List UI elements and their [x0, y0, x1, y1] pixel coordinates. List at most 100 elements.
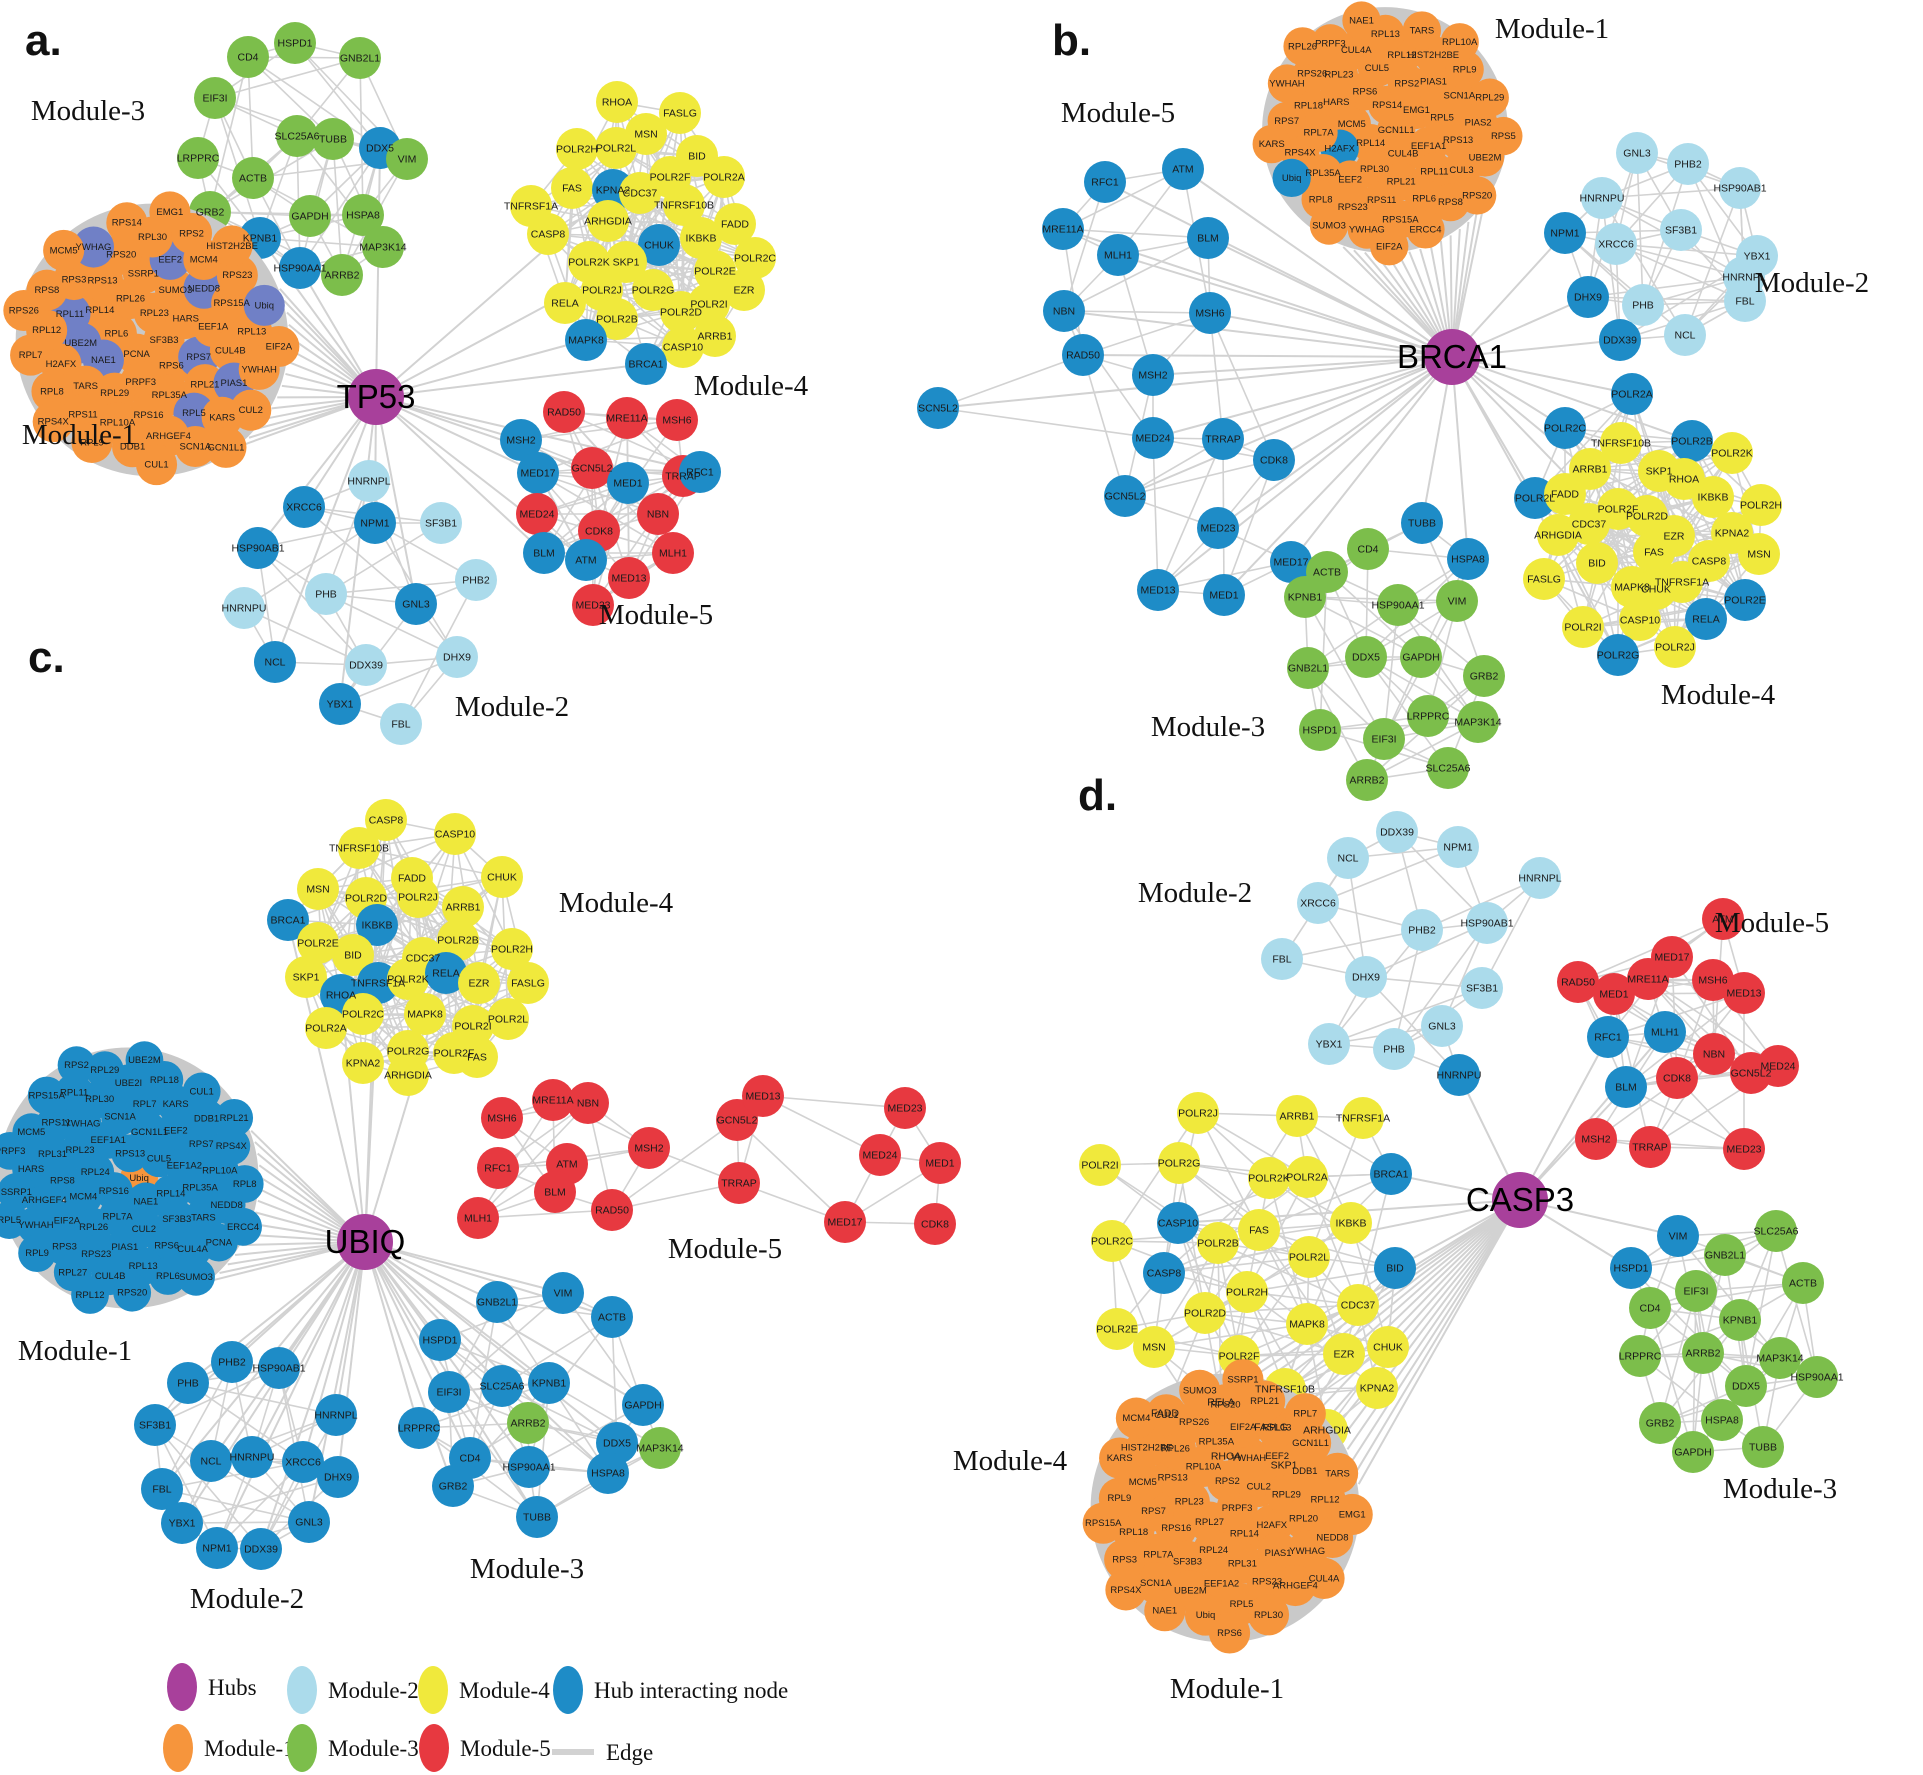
node-NCL[interactable]	[190, 1440, 232, 1482]
node-HSPA8[interactable]	[342, 194, 384, 236]
node-RPS20[interactable]	[113, 1273, 152, 1312]
node-RFC1[interactable]	[679, 451, 721, 493]
node-GAPDH[interactable]	[622, 1384, 664, 1426]
node-ARHGDIA[interactable]	[387, 1054, 429, 1096]
node-FBL[interactable]	[380, 703, 422, 745]
node-RELA[interactable]	[544, 282, 586, 324]
node-ERCC4[interactable]	[224, 1207, 262, 1246]
node-HSP90AA1[interactable]	[1377, 584, 1419, 626]
node-TRRAP[interactable]	[1202, 418, 1244, 460]
node-EZR[interactable]	[458, 962, 500, 1004]
hub-node-UBIQ[interactable]	[337, 1214, 393, 1270]
node-HSP90AA1[interactable]	[1796, 1356, 1838, 1398]
node-MSH2[interactable]	[500, 419, 542, 461]
node-YWHAH[interactable]	[1267, 64, 1307, 103]
node-RPL29[interactable]	[85, 1051, 124, 1089]
node-EZR[interactable]	[723, 269, 765, 311]
node-MAPK8[interactable]	[565, 319, 607, 361]
node-MAPK8[interactable]	[404, 993, 446, 1035]
node-HSPA8[interactable]	[1701, 1399, 1743, 1441]
node-BID[interactable]	[332, 934, 374, 976]
node-YBX1[interactable]	[161, 1502, 203, 1544]
node-IKBKB[interactable]	[356, 904, 398, 946]
node-MED23[interactable]	[1197, 507, 1239, 549]
node-TARS[interactable]	[1317, 1452, 1359, 1494]
node-CUL1[interactable]	[182, 1072, 221, 1111]
node-VIM[interactable]	[1436, 580, 1478, 622]
node-SLC25A6[interactable]	[481, 1365, 523, 1407]
node-KARS[interactable]	[1252, 124, 1291, 164]
node-DDX5[interactable]	[1345, 636, 1387, 678]
node-MED17[interactable]	[517, 452, 559, 494]
node-TUBB[interactable]	[1401, 502, 1443, 544]
node-ARHGDIA[interactable]	[587, 200, 629, 242]
node-EIF3I[interactable]	[194, 77, 236, 119]
node-GNL3[interactable]	[1616, 132, 1658, 174]
node-RPL6[interactable]	[149, 1257, 187, 1295]
node-YBX1[interactable]	[319, 683, 361, 725]
node-GCN1L1[interactable]	[205, 426, 247, 468]
node-KPNA2[interactable]	[342, 1042, 384, 1084]
node-PHB[interactable]	[167, 1362, 209, 1404]
node-RPL7[interactable]	[10, 334, 52, 376]
node-GNL3[interactable]	[395, 583, 437, 625]
node-PHB2[interactable]	[455, 559, 497, 601]
node-MED24[interactable]	[1757, 1045, 1799, 1087]
node-POLR2E[interactable]	[1096, 1308, 1138, 1350]
node-LRPPRC[interactable]	[1619, 1335, 1661, 1377]
node-TUBB[interactable]	[1742, 1426, 1784, 1468]
node-GRB2[interactable]	[432, 1465, 474, 1507]
node-DHX9[interactable]	[436, 636, 478, 678]
node-TRRAP[interactable]	[718, 1162, 760, 1204]
node-POLR2L[interactable]	[487, 998, 529, 1040]
node-RPL8[interactable]	[225, 1165, 264, 1203]
node-POLR2I[interactable]	[688, 283, 730, 325]
node-POLR2H[interactable]	[491, 928, 533, 970]
node-POLR2H[interactable]	[1740, 484, 1782, 526]
node-FADD[interactable]	[714, 203, 756, 245]
node-NCL[interactable]	[1664, 314, 1706, 356]
node-MSH2[interactable]	[1132, 354, 1174, 396]
node-NBN[interactable]	[1043, 290, 1085, 332]
node-RPL7[interactable]	[1284, 1393, 1326, 1435]
node-RPL10A[interactable]	[1440, 23, 1479, 62]
node-POLR2I[interactable]	[1562, 606, 1604, 648]
node-HNRNPL[interactable]	[1519, 857, 1561, 899]
node-NPM1[interactable]	[354, 502, 396, 544]
node-MSN[interactable]	[1133, 1326, 1175, 1368]
node-TARS[interactable]	[1402, 11, 1442, 50]
node-GNL3[interactable]	[1421, 1005, 1463, 1047]
node-EZR[interactable]	[1323, 1333, 1365, 1375]
node-EIF2A[interactable]	[1370, 227, 1409, 266]
node-TNFRSF10B[interactable]	[663, 184, 705, 226]
node-ARRB2[interactable]	[1346, 759, 1388, 801]
node-MED23[interactable]	[884, 1087, 926, 1129]
node-POLR2D[interactable]	[1184, 1292, 1226, 1334]
node-SF3B1[interactable]	[134, 1404, 176, 1446]
node-CDK8[interactable]	[914, 1203, 956, 1245]
node-MAP3K14[interactable]	[362, 226, 404, 268]
node-EIF2A[interactable]	[258, 325, 300, 368]
node-YBX1[interactable]	[1308, 1023, 1350, 1065]
node-NAE1[interactable]	[1342, 1, 1381, 40]
node-TNFRSF10B[interactable]	[1600, 422, 1642, 464]
node-ARRB2[interactable]	[1682, 1332, 1724, 1374]
node-CDK8[interactable]	[1253, 439, 1295, 481]
node-MLH1[interactable]	[1644, 1011, 1686, 1053]
node-XRCC6[interactable]	[1297, 882, 1339, 924]
node-NBN[interactable]	[567, 1082, 609, 1124]
node-HSP90AB1[interactable]	[237, 527, 279, 569]
node-ARRB1[interactable]	[1276, 1095, 1318, 1137]
node-KPNB1[interactable]	[528, 1362, 570, 1404]
node-CUL2[interactable]	[230, 389, 272, 431]
node-HNRNPL[interactable]	[348, 460, 390, 502]
node-FAS[interactable]	[1633, 531, 1675, 573]
node-RPL29[interactable]	[1470, 78, 1509, 117]
node-HSP90AB1[interactable]	[258, 1347, 300, 1389]
node-LRPPRC[interactable]	[177, 137, 219, 179]
node-ATM[interactable]	[1162, 148, 1204, 190]
node-ARRB1[interactable]	[694, 315, 736, 357]
node-FAS[interactable]	[551, 167, 593, 209]
node-MSH6[interactable]	[656, 399, 698, 441]
node-RFC1[interactable]	[1084, 161, 1126, 203]
